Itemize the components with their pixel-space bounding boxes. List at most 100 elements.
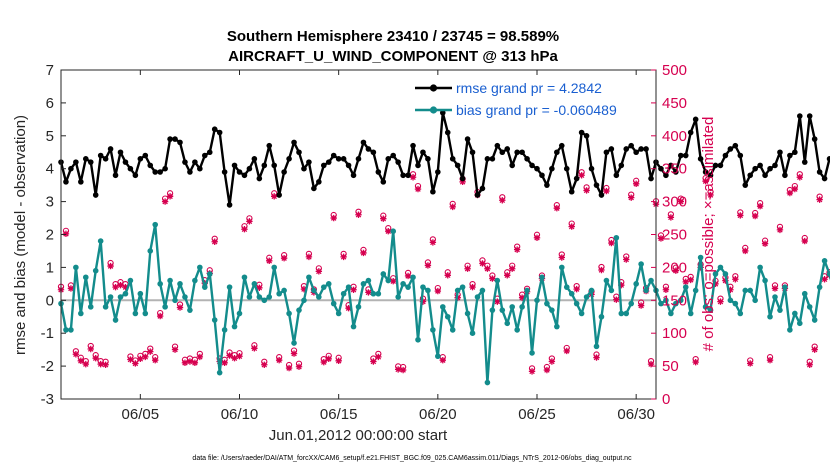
rmse-point	[628, 142, 635, 149]
obs-assimilated-marker	[315, 268, 323, 275]
bias-point	[301, 297, 307, 304]
obs-count-point	[806, 358, 813, 368]
obs-assimilated-marker	[811, 346, 818, 353]
bias-point	[152, 221, 159, 228]
bias-point	[172, 297, 178, 304]
obs-assimilated-marker	[186, 358, 194, 365]
rmse-point	[142, 152, 149, 159]
obs-assimilated-marker	[692, 358, 699, 366]
obs-count-point	[161, 195, 169, 205]
bias-point	[425, 287, 431, 294]
bias-point	[687, 310, 694, 317]
rmse-point	[172, 136, 178, 142]
obs-count-point	[142, 350, 149, 361]
rmse-point	[410, 142, 416, 149]
bias-point	[122, 290, 129, 297]
bias-point	[673, 300, 679, 307]
rmse-point	[792, 149, 798, 156]
rmse-point	[102, 156, 109, 162]
bias-point	[742, 287, 749, 294]
rmse-point	[469, 149, 476, 156]
obs-count-point	[176, 301, 184, 311]
obs-count-point	[751, 209, 759, 220]
bias-point	[772, 294, 778, 300]
obs-count-point	[489, 272, 496, 282]
obs-count-point	[613, 293, 620, 303]
bias-point	[102, 304, 109, 310]
obs-assimilated-marker	[513, 246, 521, 253]
obs-count-point	[246, 215, 253, 225]
x-tick-label: 06/05	[122, 406, 160, 423]
obs-assimilated-marker	[518, 294, 526, 301]
rmse-point	[435, 169, 441, 175]
rmse-point	[806, 113, 813, 119]
obs-assimilated-marker	[657, 235, 665, 242]
obs-count-point	[275, 354, 283, 364]
obs-assimilated-marker	[632, 180, 640, 188]
obs-count-point	[702, 175, 709, 185]
bias-point	[107, 294, 114, 300]
bias-point	[608, 287, 615, 294]
bias-point	[444, 313, 451, 320]
rmse-point	[613, 172, 620, 179]
obs-assimilated-marker	[370, 358, 377, 365]
bias-point	[276, 290, 282, 297]
obs-assimilated-marker	[176, 304, 184, 311]
obs-count-point	[479, 257, 486, 267]
obs-count-point	[271, 190, 278, 200]
rmse-point	[673, 169, 679, 175]
obs-assimilated-marker	[261, 361, 268, 368]
obs-assimilated-marker	[117, 281, 124, 289]
obs-assimilated-marker	[409, 174, 417, 181]
obs-assimilated-marker	[677, 198, 684, 205]
bias-point	[702, 304, 709, 310]
obs-count-point	[776, 223, 784, 234]
obs-assimilated-marker	[469, 283, 476, 291]
bias-point	[211, 317, 218, 323]
rmse-point	[717, 162, 724, 169]
y-tick-label: 1	[46, 259, 54, 276]
bias-point	[221, 327, 228, 333]
y-tick-label: -2	[41, 358, 54, 375]
obs-assimilated-marker	[553, 204, 561, 212]
obs-count-point	[236, 350, 243, 360]
obs-count-point	[226, 349, 233, 359]
obs-count-point	[816, 193, 823, 203]
rmse-point	[563, 165, 570, 172]
obs-assimilated-marker	[801, 237, 808, 245]
obs-assimilated-marker	[266, 257, 273, 265]
obs-assimilated-marker	[142, 353, 149, 361]
obs-assimilated-marker	[236, 353, 243, 360]
obs-assimilated-marker	[742, 247, 749, 255]
obs-count-point	[285, 361, 293, 372]
bias-point	[430, 327, 436, 333]
rmse-point	[385, 156, 392, 162]
rmse-point	[514, 149, 520, 156]
obs-assimilated-marker	[67, 285, 75, 292]
rmse-point	[439, 109, 446, 116]
obs-assimilated-marker	[166, 193, 174, 200]
bias-point	[231, 323, 238, 330]
rmse-point	[722, 152, 729, 159]
obs-assimilated-marker	[568, 223, 575, 230]
bias-point	[588, 287, 595, 294]
bias-point	[226, 284, 233, 290]
obs-count-point	[399, 363, 407, 374]
obs-assimilated-marker	[548, 358, 556, 365]
obs-count-point	[573, 282, 580, 293]
bias-point	[663, 297, 669, 304]
rmse-point	[598, 192, 605, 198]
obs-assimilated-marker	[97, 360, 104, 368]
bias-point	[63, 327, 69, 333]
obs-count-point	[92, 352, 99, 362]
chart-subtitle: AIRCRAFT_U_WIND_COMPONENT @ 313 hPa	[228, 48, 558, 65]
bias-point	[68, 327, 74, 333]
obs-assimilated-marker	[494, 298, 501, 305]
bias-point	[732, 300, 739, 307]
bias-point	[142, 310, 149, 317]
y-tick-label: 5	[46, 128, 54, 145]
rmse-point	[286, 156, 292, 162]
bias-point	[737, 310, 744, 317]
obs-assimilated-marker	[355, 211, 362, 218]
rmse-point	[578, 129, 585, 136]
